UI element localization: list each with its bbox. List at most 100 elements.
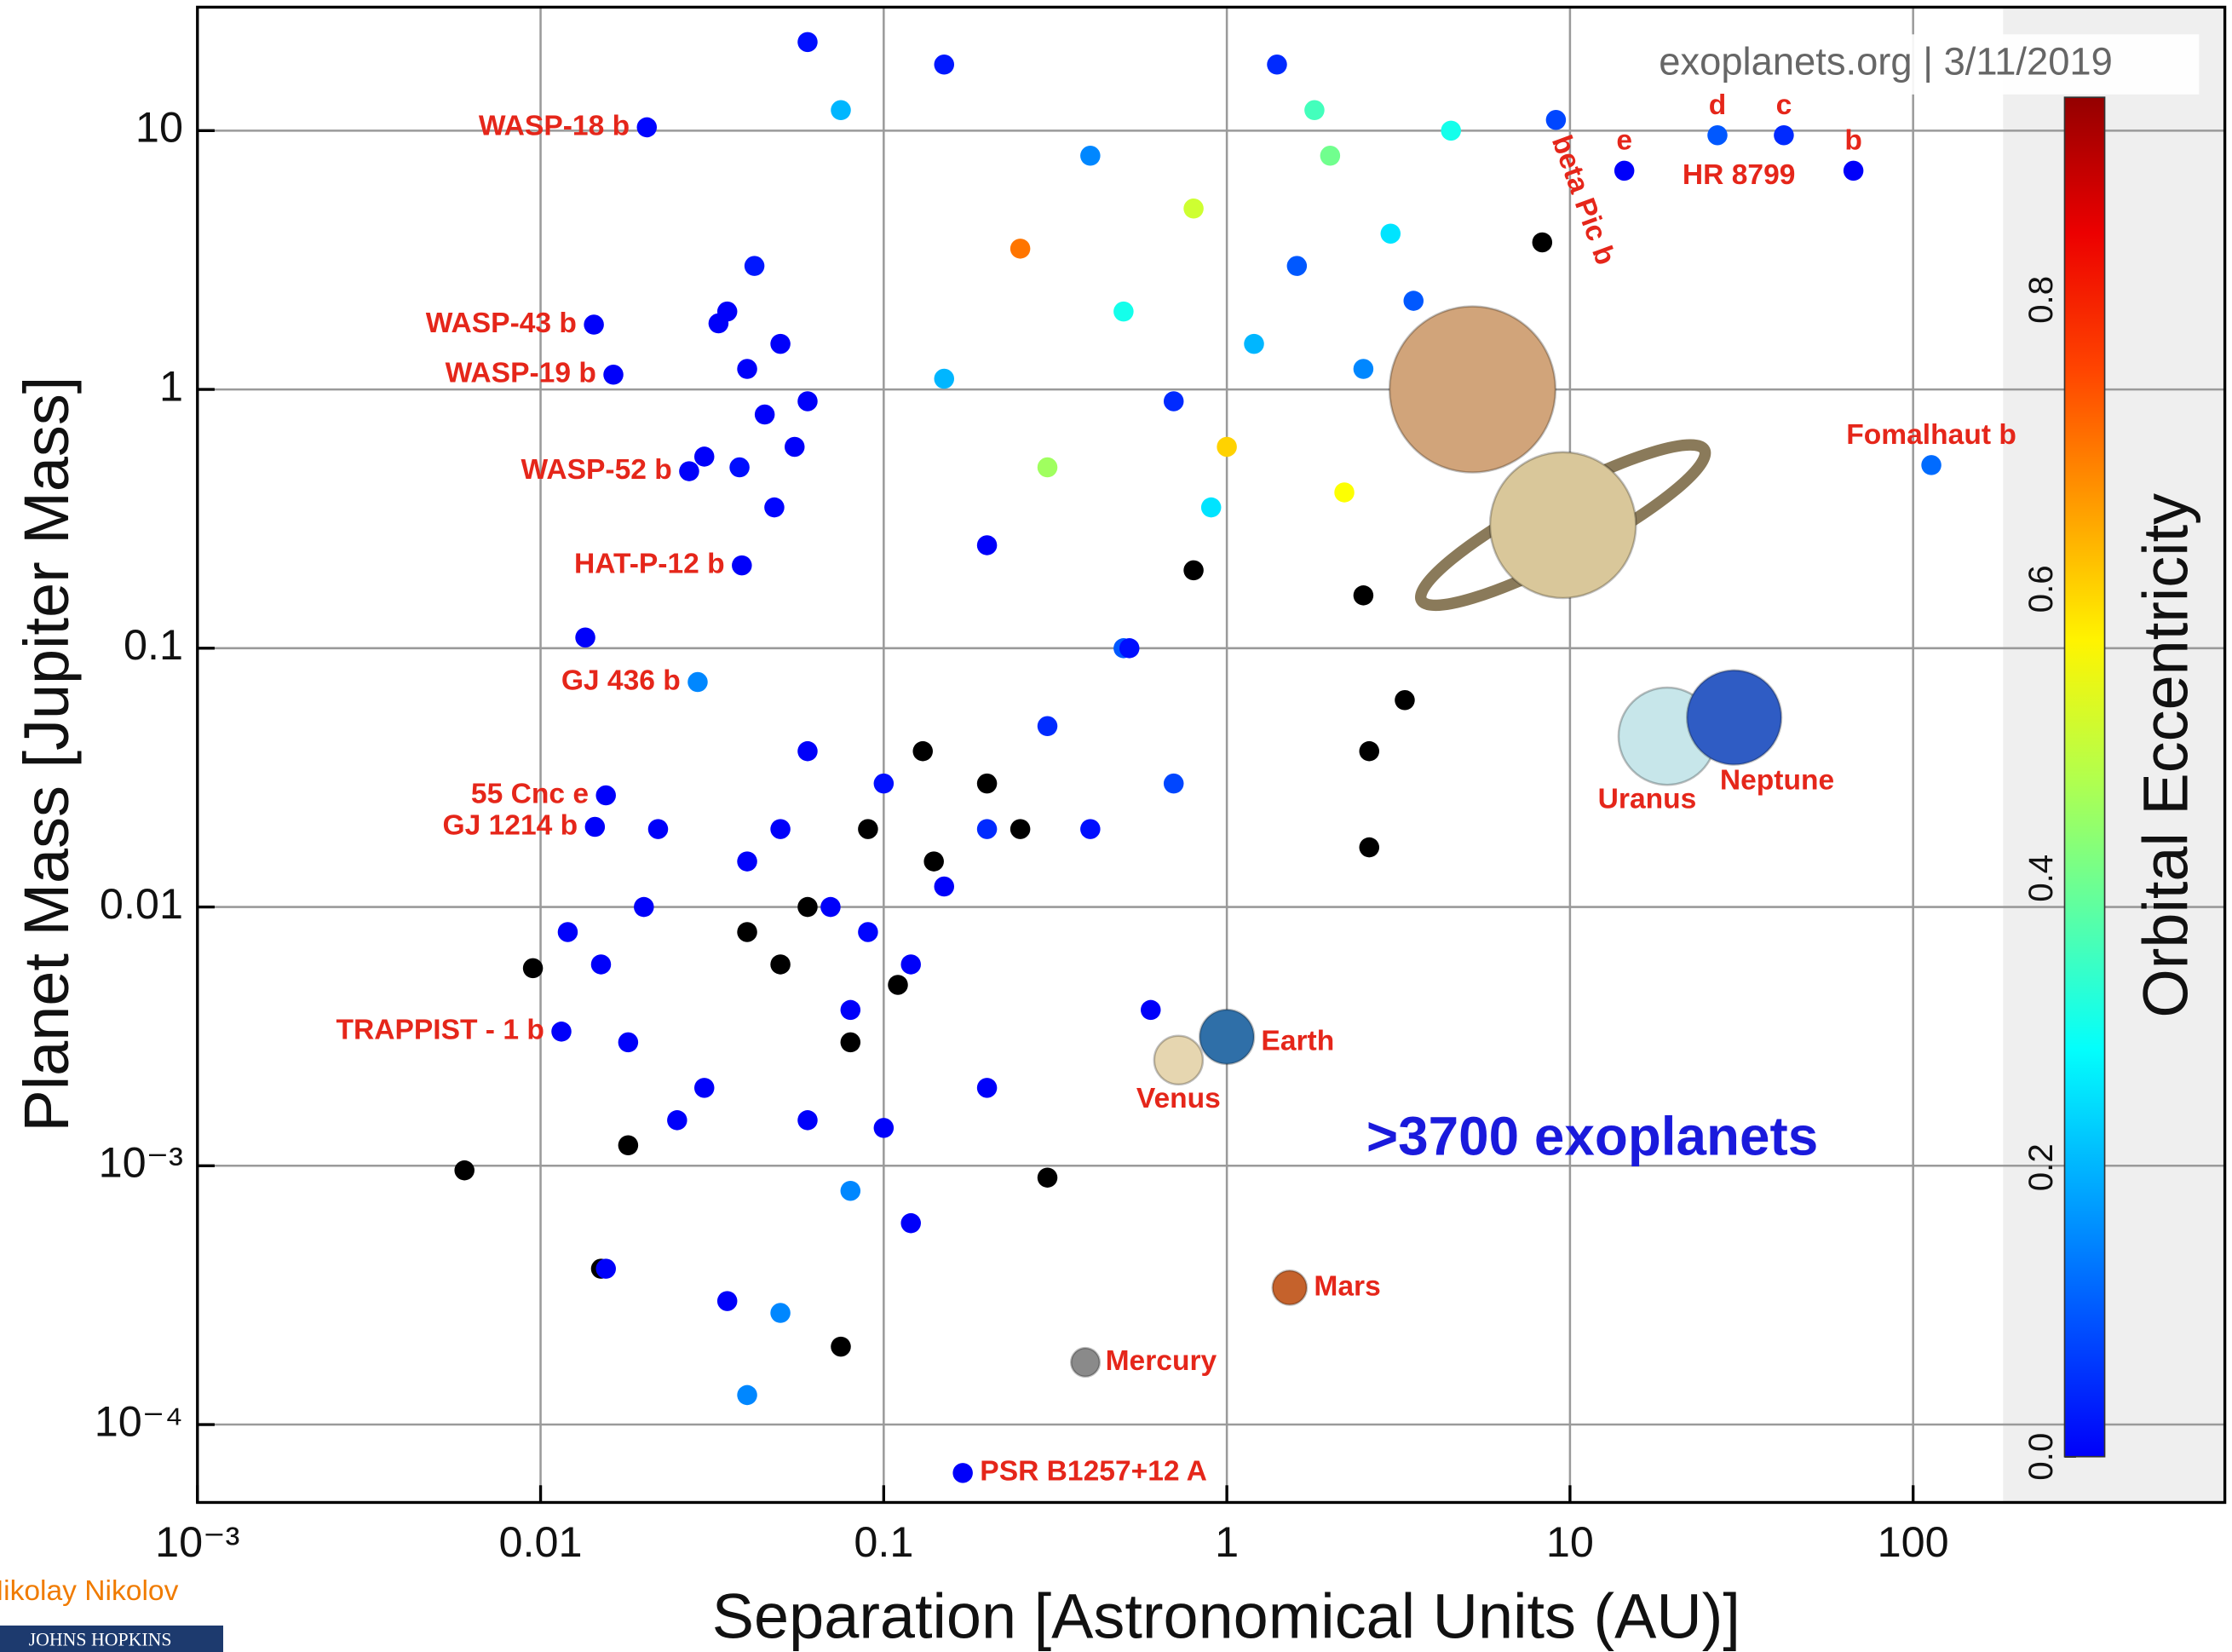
labeled-planet-point bbox=[1774, 124, 1794, 146]
planet-label: WASP-18 b bbox=[479, 110, 630, 141]
source: exoplanets.org | 3/11/2019 bbox=[1659, 40, 2113, 83]
labeled-planet-point bbox=[551, 1022, 572, 1042]
planet-point bbox=[770, 819, 791, 839]
planet-point bbox=[858, 819, 878, 839]
labeled-planet-point bbox=[603, 365, 624, 385]
marks bbox=[454, 32, 1941, 1483]
x-tick-label: 0.01 bbox=[499, 1517, 583, 1566]
labeled-planet-point bbox=[1545, 110, 1567, 130]
planet-point bbox=[1320, 146, 1341, 166]
plot-frame bbox=[196, 5, 2227, 1505]
planet-point bbox=[575, 627, 595, 648]
planet-point bbox=[1304, 100, 1325, 121]
planet-label: TRAPPIST - 1 b bbox=[336, 1015, 544, 1046]
labeled-planet-point bbox=[687, 671, 708, 693]
planet-point bbox=[797, 391, 818, 412]
planet-point bbox=[618, 1032, 639, 1053]
planet-point bbox=[900, 954, 921, 975]
planet-point bbox=[1141, 999, 1161, 1021]
solar-system-planet bbox=[1069, 1346, 1102, 1379]
planet-point bbox=[1334, 482, 1355, 503]
y-tick-label: 10⁻⁴ bbox=[95, 1396, 183, 1445]
planet-point bbox=[1183, 560, 1204, 581]
planet-label: e bbox=[1616, 125, 1632, 157]
colorbar-tick-label: 0.4 bbox=[2022, 855, 2060, 902]
planet-label: 55 Cnc e bbox=[471, 778, 589, 809]
planet-point bbox=[797, 740, 818, 762]
planet-point bbox=[840, 1032, 861, 1053]
planet-point bbox=[1010, 239, 1031, 259]
planet-point bbox=[1037, 1167, 1058, 1188]
planet-point bbox=[522, 958, 544, 979]
grid bbox=[196, 7, 2225, 1503]
credit-author: Nikolay Nikolov bbox=[0, 1575, 179, 1607]
planet-point bbox=[1163, 391, 1184, 412]
planet-label: WASP-43 b bbox=[426, 308, 577, 339]
planet-point bbox=[708, 313, 729, 334]
labeled-planet-point bbox=[1921, 455, 1941, 475]
planet-point bbox=[1286, 256, 1308, 276]
planet-point bbox=[716, 1291, 738, 1311]
annotation: >3700 exoplanets bbox=[1366, 1105, 1818, 1166]
planet-point bbox=[1267, 55, 1287, 75]
planet-point bbox=[770, 333, 791, 354]
planet-point bbox=[1200, 497, 1222, 518]
planet-point bbox=[454, 1160, 475, 1181]
solar-system-label: Venus bbox=[1136, 1083, 1221, 1114]
planet-point bbox=[934, 55, 955, 75]
planet-label: WASP-19 b bbox=[446, 358, 596, 389]
planet-point bbox=[934, 876, 955, 897]
labeled-planet-point bbox=[636, 117, 658, 138]
planet-point bbox=[858, 922, 878, 942]
planet-point bbox=[1532, 232, 1553, 253]
solar-system-label: Uranus bbox=[1598, 784, 1697, 815]
y-tick-label: 0.01 bbox=[100, 879, 183, 928]
planet-point bbox=[934, 368, 955, 389]
planet-point bbox=[923, 851, 944, 872]
planet-point bbox=[976, 1078, 998, 1098]
solar-system-planet bbox=[1388, 305, 1557, 474]
planet-point bbox=[820, 896, 841, 918]
colorbar-label: Orbital Eccentricity bbox=[2130, 493, 2200, 1018]
planet-point bbox=[770, 1303, 791, 1323]
x-axis-label: Separation [Astronomical Units (AU)] bbox=[712, 1580, 1740, 1651]
planet-point bbox=[840, 999, 861, 1021]
planet-point bbox=[976, 535, 998, 555]
planet-point bbox=[737, 1384, 757, 1406]
planet-point bbox=[595, 1258, 616, 1279]
planet-point bbox=[873, 773, 895, 794]
planet-point bbox=[737, 359, 757, 379]
solar-system-label: Neptune bbox=[1720, 765, 1834, 797]
logo bbox=[0, 1625, 223, 1652]
planet-point bbox=[754, 404, 775, 425]
planet-label: b bbox=[1844, 125, 1862, 157]
planet-label: PSR B1257+12 A bbox=[980, 1456, 1207, 1488]
x-tick-label: 0.1 bbox=[854, 1517, 913, 1566]
planet-point bbox=[797, 1110, 818, 1131]
planet-label: GJ 1214 b bbox=[443, 809, 578, 841]
planet-label: WASP-52 b bbox=[521, 454, 672, 486]
planet-point bbox=[840, 1180, 861, 1201]
planet-point bbox=[831, 1336, 851, 1357]
planet-point bbox=[976, 819, 998, 839]
planet-point bbox=[634, 896, 654, 918]
labeled-planet-point bbox=[1707, 124, 1728, 146]
planet-label: c bbox=[1776, 89, 1792, 121]
colorbar bbox=[2063, 96, 2106, 1458]
planet-point bbox=[1441, 120, 1461, 141]
planet-point bbox=[900, 1212, 921, 1234]
planet-point bbox=[729, 457, 750, 478]
plot-area bbox=[197, 7, 2225, 1503]
solar-system-label: Earth bbox=[1261, 1026, 1334, 1057]
planet-point bbox=[1010, 819, 1031, 839]
labeled-planet-point bbox=[952, 1463, 973, 1483]
planet-point bbox=[764, 497, 785, 518]
colorbar-tick-label: 0.6 bbox=[2022, 565, 2060, 613]
planet-point bbox=[1380, 223, 1401, 244]
planet-point bbox=[1353, 585, 1374, 606]
solar-system-label: Mars bbox=[1314, 1270, 1380, 1302]
planet-point bbox=[831, 100, 851, 121]
y-tick-label: 10⁻³ bbox=[99, 1138, 183, 1187]
planet-point bbox=[1244, 333, 1264, 354]
planet-point bbox=[1080, 819, 1101, 839]
